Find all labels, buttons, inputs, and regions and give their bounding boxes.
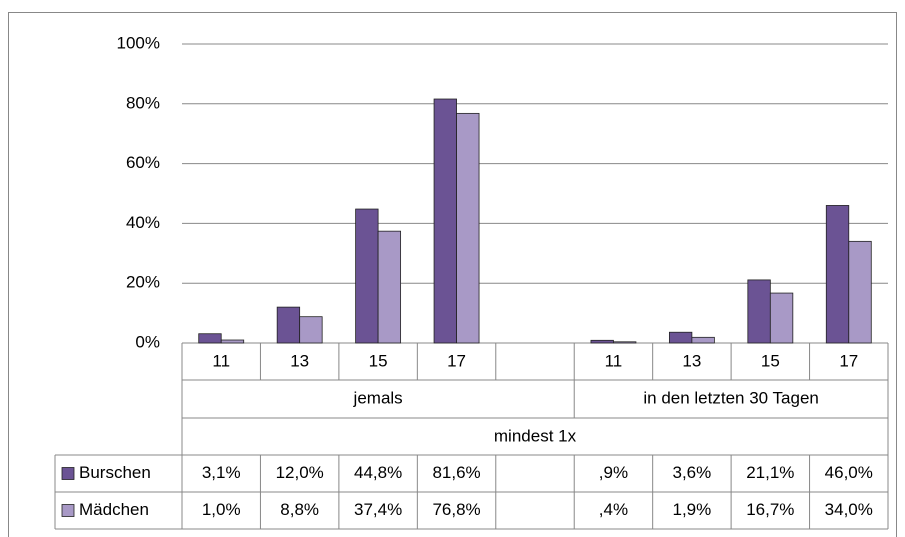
bar (220, 339, 245, 344)
value-label: 3,1% (202, 463, 241, 482)
x-tick-label: 15 (761, 351, 780, 370)
bar (590, 339, 614, 344)
group-label: jemals (353, 388, 403, 407)
bar (848, 240, 872, 344)
value-label: ,4% (599, 500, 628, 519)
bar (377, 230, 402, 344)
value-label: 3,6% (673, 463, 712, 482)
legend-label: Burschen (79, 463, 151, 482)
bar (299, 316, 323, 344)
value-label: 76,8% (432, 500, 480, 519)
value-label: 44,8% (354, 463, 402, 482)
x-tick-label: 11 (605, 351, 623, 370)
legend-label: Mädchen (79, 500, 149, 519)
x-tick-label: 15 (369, 351, 388, 370)
value-label: 46,0% (825, 463, 873, 482)
bar (691, 336, 715, 344)
x-tick-label: 13 (682, 351, 701, 370)
value-label: 12,0% (276, 463, 324, 482)
legend-key (61, 467, 75, 480)
value-label: 34,0% (825, 500, 873, 519)
bar (433, 98, 457, 344)
bar (198, 333, 222, 344)
bar (825, 205, 850, 344)
group-label: in den letzten 30 Tagen (643, 388, 819, 407)
value-label: 1,0% (202, 500, 241, 519)
value-label: ,9% (599, 463, 628, 482)
bar (747, 279, 771, 344)
value-label: 21,1% (746, 463, 794, 482)
y-tick-label: 40% (126, 213, 160, 232)
value-label: 16,7% (746, 500, 794, 519)
bar (456, 112, 480, 344)
y-tick-label: 0% (135, 332, 160, 351)
y-tick-label: 60% (126, 153, 160, 172)
value-label: 81,6% (432, 463, 480, 482)
value-label: 37,4% (354, 500, 402, 519)
y-tick-label: 80% (126, 93, 160, 112)
bar (355, 208, 379, 344)
x-tick-label: 11 (212, 351, 230, 370)
y-tick-label: 100% (117, 33, 160, 52)
value-label: 1,9% (673, 500, 712, 519)
bar (769, 292, 794, 344)
bar (276, 306, 301, 344)
x-tick-label: 13 (290, 351, 309, 370)
x-tick-label: 17 (447, 351, 466, 370)
x-tick-label: 17 (839, 351, 858, 370)
bar (668, 331, 693, 344)
chart-frame (8, 12, 897, 537)
super-group-label: mindest 1x (494, 426, 577, 445)
legend-key (61, 504, 75, 517)
value-label: 8,8% (280, 500, 319, 519)
bar (613, 341, 637, 344)
y-tick-label: 20% (126, 273, 160, 292)
